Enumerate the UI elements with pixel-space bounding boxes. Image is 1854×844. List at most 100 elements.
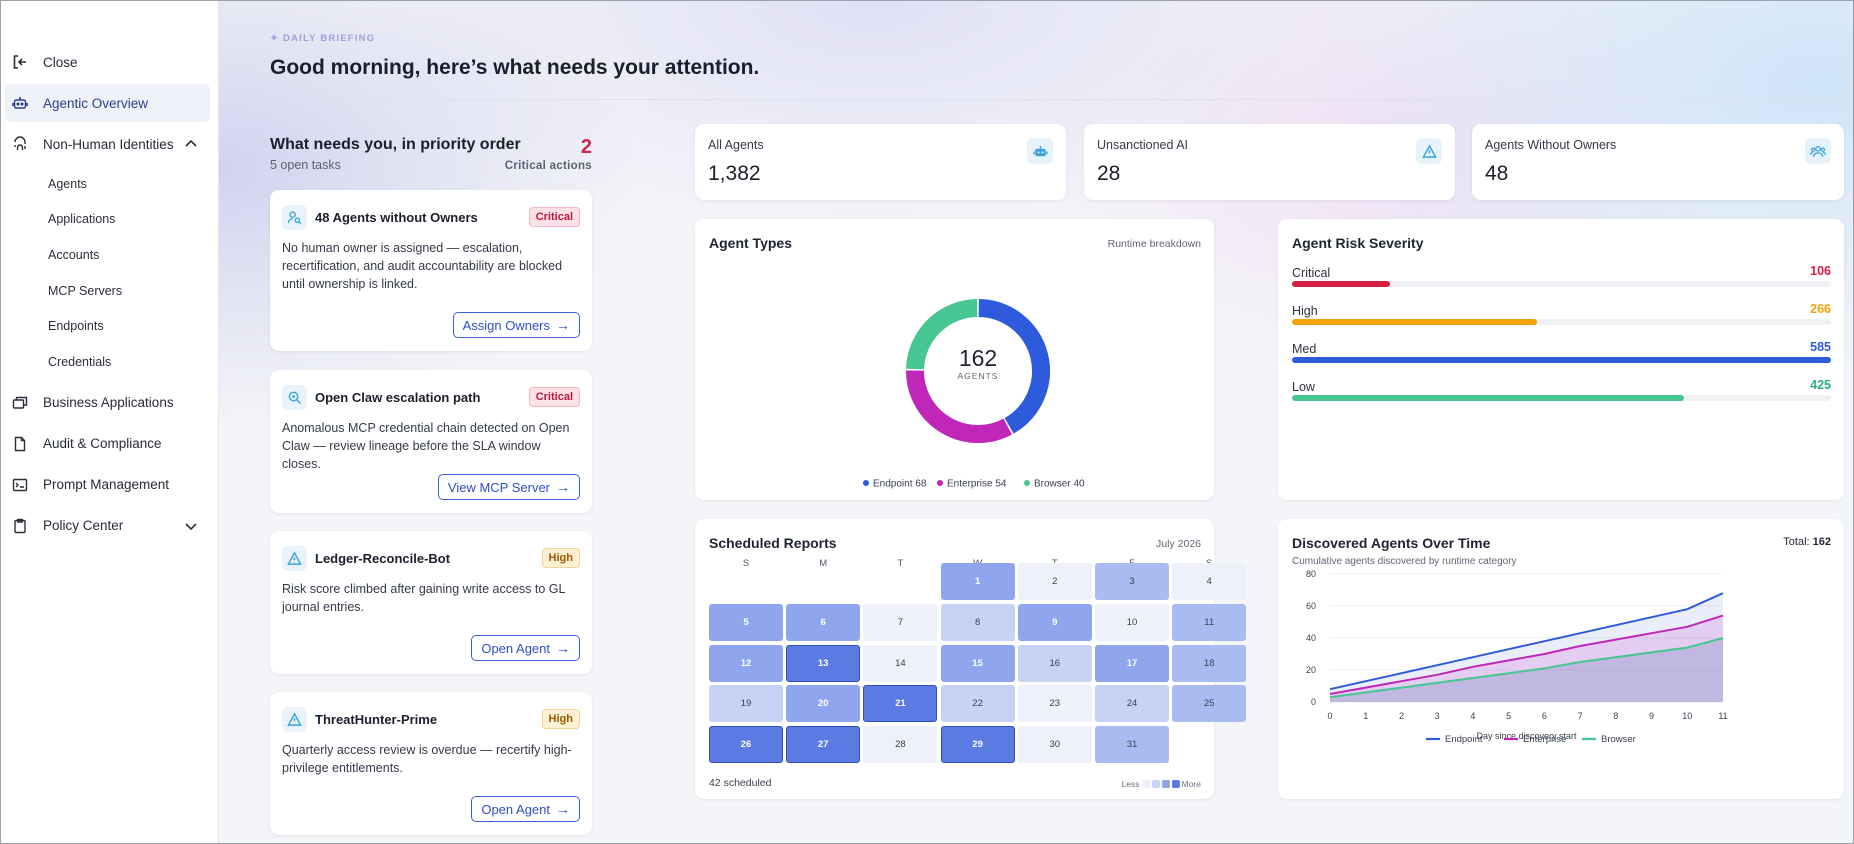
calendar-day[interactable]: 16 xyxy=(1017,644,1092,682)
task-description: Risk score climbed after gaining write a… xyxy=(282,582,565,614)
sidebar-item-label: Business Applications xyxy=(43,395,174,411)
calendar-month: July 2026 xyxy=(1156,538,1201,550)
calendar-day[interactable]: 28 xyxy=(863,726,938,764)
sidebar-item-business-applications[interactable]: Business Applications xyxy=(5,384,210,422)
open-agent-button[interactable]: Open Agent → xyxy=(471,635,580,661)
sidebar-subitem-agents[interactable]: Agents xyxy=(48,176,87,191)
calendar-day[interactable]: 17 xyxy=(1095,644,1169,682)
sidebar-item-label: Non-Human Identities xyxy=(43,136,174,152)
calendar-day[interactable]: 22 xyxy=(940,685,1015,723)
warning-icon xyxy=(282,706,307,732)
calendar-day[interactable]: 9 xyxy=(1017,603,1092,641)
calendar-day[interactable]: 8 xyxy=(940,603,1015,641)
legend-label-endpoint: Endpoint 68 xyxy=(873,479,927,490)
sidebar-subitem-mcp-servers[interactable]: MCP Servers xyxy=(48,283,123,298)
page-title: Good morning, here’s what needs your att… xyxy=(270,56,760,79)
warning-icon xyxy=(1416,138,1442,164)
calendar-day[interactable]: 26 xyxy=(709,726,783,764)
risk-value: 425 xyxy=(1810,378,1831,392)
task-title: Open Claw escalation path xyxy=(315,389,481,405)
risk-label: High xyxy=(1292,304,1318,318)
chevron-down-icon[interactable] xyxy=(184,519,198,533)
terminal-icon xyxy=(11,476,29,494)
calendar-day[interactable]: 2 xyxy=(1017,563,1092,600)
series-line-endpoint[interactable] xyxy=(1329,592,1724,691)
sidebar-subitem-endpoints[interactable]: Endpoints xyxy=(48,319,104,334)
calendar-day[interactable]: 25 xyxy=(1172,685,1247,723)
sidebar-item-agentic-overview[interactable]: Agentic Overview xyxy=(5,84,210,122)
stat-card-agents-without-owners[interactable]: Agents Without Owners 48 xyxy=(1472,124,1844,200)
y-tick-label: 0 xyxy=(1311,697,1316,707)
sidebar-item-label: Audit & Compliance xyxy=(43,436,162,452)
donut-slice-endpoint[interactable] xyxy=(978,299,1050,434)
calendar-day[interactable]: 14 xyxy=(863,644,938,682)
series-line-enterprise[interactable] xyxy=(1329,614,1724,695)
calendar-day[interactable]: 30 xyxy=(1017,726,1092,764)
severity-badge: Critical xyxy=(528,207,580,227)
sidebar-subitem-accounts[interactable]: Accounts xyxy=(48,247,100,262)
divider xyxy=(270,99,1853,100)
calendar-day[interactable]: 20 xyxy=(786,685,861,723)
view-mcp-server-button[interactable]: View MCP Server → xyxy=(437,474,580,500)
calendar-day[interactable]: 23 xyxy=(1017,685,1092,723)
legend-swatch xyxy=(1161,780,1170,788)
calendar-day[interactable]: 31 xyxy=(1095,726,1169,764)
x-tick-label: 8 xyxy=(1613,711,1618,721)
risk-track xyxy=(1292,357,1831,363)
series-line-browser[interactable] xyxy=(1329,637,1724,699)
calendar-day[interactable]: 13 xyxy=(786,644,861,682)
assign-owners-button[interactable]: Assign Owners → xyxy=(452,312,580,338)
risk-label: Low xyxy=(1292,380,1315,394)
y-tick-label: 40 xyxy=(1306,633,1316,643)
calendar-day[interactable]: 3 xyxy=(1095,563,1169,600)
sidebar-item-prompt-management[interactable]: Prompt Management xyxy=(5,466,210,504)
sidebar-item-policy-center[interactable]: Policy Center xyxy=(5,507,210,545)
sidebar-subitem-credentials[interactable]: Credentials xyxy=(48,354,112,369)
sidebar-item-non-human-identities[interactable]: Non-Human Identities xyxy=(5,125,210,163)
calendar-day[interactable]: 18 xyxy=(1172,644,1247,682)
x-tick-label: 0 xyxy=(1327,711,1332,721)
calendar-day[interactable]: 19 xyxy=(709,685,783,723)
button-label: View MCP Server xyxy=(447,479,550,495)
open-agent-button[interactable]: Open Agent → xyxy=(471,796,580,822)
chevron-up-icon[interactable] xyxy=(184,137,198,151)
calendar-dow: M xyxy=(819,558,828,569)
calendar-day[interactable]: 24 xyxy=(1095,685,1169,723)
panel-title: Scheduled Reports xyxy=(709,535,837,551)
calendar-day[interactable]: 27 xyxy=(786,726,861,764)
arrow-right-icon: → xyxy=(556,640,570,656)
risk-row-low: Low 425 xyxy=(1292,378,1831,412)
calendar-day[interactable]: 15 xyxy=(940,644,1015,682)
legend-less: Less xyxy=(1121,779,1140,789)
calendar-day[interactable]: 12 xyxy=(709,644,783,682)
calendar-day[interactable]: 5 xyxy=(709,603,783,641)
stat-card-unsanctioned-ai[interactable]: Unsanctioned AI 28 xyxy=(1084,124,1455,200)
x-tick-label: 1 xyxy=(1363,711,1368,721)
priority-subtitle: 5 open tasks xyxy=(270,158,341,172)
close-button[interactable]: Close xyxy=(5,43,210,81)
calendar-day[interactable]: 11 xyxy=(1172,603,1247,641)
calendar-day[interactable]: 4 xyxy=(1172,563,1247,600)
calendar-day[interactable]: 1 xyxy=(940,563,1015,600)
agent-types-donut: 162 AGENTS Endpoint 68 Enterprise 54 Bro… xyxy=(863,299,1085,490)
stat-card-all-agents[interactable]: All Agents 1,382 xyxy=(695,124,1066,200)
calendar-day[interactable]: 10 xyxy=(1095,603,1169,641)
agent-types-panel: Agent Types Runtime breakdown 162 AGENTS… xyxy=(695,219,1214,500)
main-content: ✦ DAILY BRIEFING Good morning, here’s wh… xyxy=(219,1,1853,843)
calendar-day[interactable]: 21 xyxy=(863,685,938,723)
calendar-day[interactable]: 29 xyxy=(940,726,1015,764)
sidebar-subitem-applications[interactable]: Applications xyxy=(48,212,116,227)
donut-slice-enterprise[interactable] xyxy=(906,370,1013,443)
task-description: No human owner is assigned — escalation,… xyxy=(282,241,563,291)
calendar-dow: S xyxy=(742,558,750,569)
x-tick-label: 5 xyxy=(1506,711,1511,721)
stat-label: Agents Without Owners xyxy=(1485,138,1617,152)
sidebar-item-audit-compliance[interactable]: Audit & Compliance xyxy=(5,425,210,463)
user-search-icon xyxy=(282,204,307,230)
calendar-day[interactable]: 7 xyxy=(863,603,938,641)
chart-title: Discovered Agents Over Time xyxy=(1292,535,1491,551)
donut-slice-browser[interactable] xyxy=(906,299,978,370)
calendar-day[interactable]: 6 xyxy=(786,603,861,641)
stat-value: 48 xyxy=(1485,162,1509,185)
calendar-dow: T xyxy=(897,558,904,569)
